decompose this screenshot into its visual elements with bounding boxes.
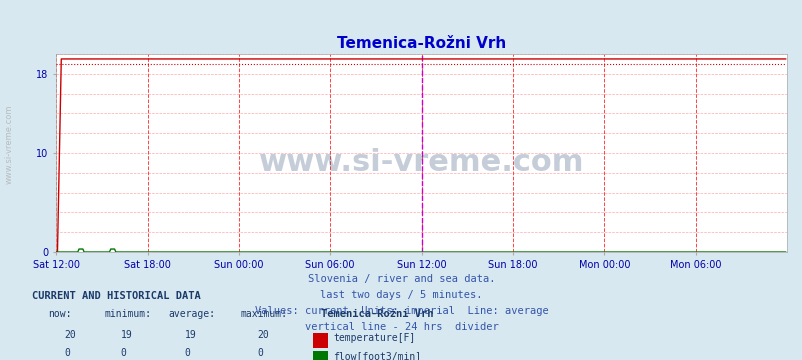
Text: vertical line - 24 hrs  divider: vertical line - 24 hrs divider bbox=[304, 322, 498, 332]
Text: 0: 0 bbox=[64, 348, 70, 359]
Text: last two days / 5 minutes.: last two days / 5 minutes. bbox=[320, 290, 482, 300]
Text: 0: 0 bbox=[257, 348, 262, 359]
Text: Slovenia / river and sea data.: Slovenia / river and sea data. bbox=[307, 274, 495, 284]
Text: www.si-vreme.com: www.si-vreme.com bbox=[258, 148, 584, 177]
Text: minimum:: minimum: bbox=[104, 309, 152, 319]
Text: maximum:: maximum: bbox=[241, 309, 288, 319]
Text: 0: 0 bbox=[120, 348, 126, 359]
Text: www.si-vreme.com: www.si-vreme.com bbox=[5, 104, 14, 184]
Text: 20: 20 bbox=[64, 330, 76, 341]
Text: 19: 19 bbox=[120, 330, 132, 341]
Text: now:: now: bbox=[48, 309, 71, 319]
Text: Temenica-Rožni Vrh: Temenica-Rožni Vrh bbox=[321, 309, 433, 319]
Text: Values: current  Units: imperial  Line: average: Values: current Units: imperial Line: av… bbox=[254, 306, 548, 316]
Text: temperature[F]: temperature[F] bbox=[333, 333, 415, 343]
Text: average:: average: bbox=[168, 309, 216, 319]
Text: 19: 19 bbox=[184, 330, 196, 341]
Text: flow[foot3/min]: flow[foot3/min] bbox=[333, 351, 421, 360]
Title: Temenica-Rožni Vrh: Temenica-Rožni Vrh bbox=[337, 36, 505, 51]
Text: CURRENT AND HISTORICAL DATA: CURRENT AND HISTORICAL DATA bbox=[32, 291, 200, 301]
Text: 20: 20 bbox=[257, 330, 269, 341]
Text: 0: 0 bbox=[184, 348, 190, 359]
